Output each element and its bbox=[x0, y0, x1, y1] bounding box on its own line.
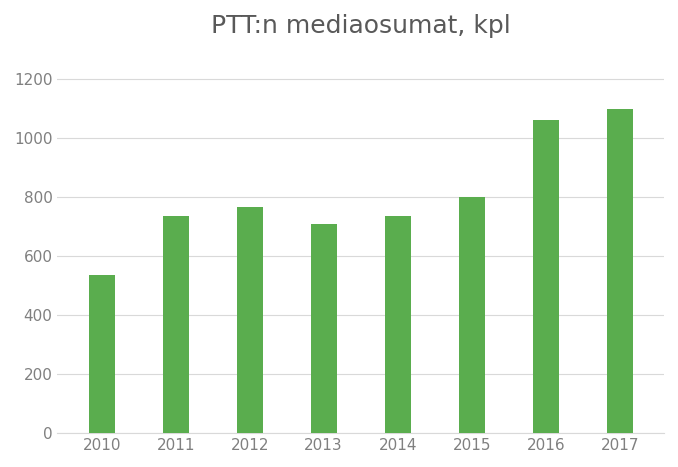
Bar bbox=[533, 120, 559, 433]
Bar bbox=[89, 276, 115, 433]
Bar bbox=[384, 216, 411, 433]
Bar bbox=[459, 197, 485, 433]
Bar bbox=[607, 109, 633, 433]
Bar bbox=[237, 207, 262, 433]
Bar bbox=[163, 216, 188, 433]
Bar bbox=[311, 224, 337, 433]
Title: PTT:n mediaosumat, kpl: PTT:n mediaosumat, kpl bbox=[211, 14, 511, 38]
